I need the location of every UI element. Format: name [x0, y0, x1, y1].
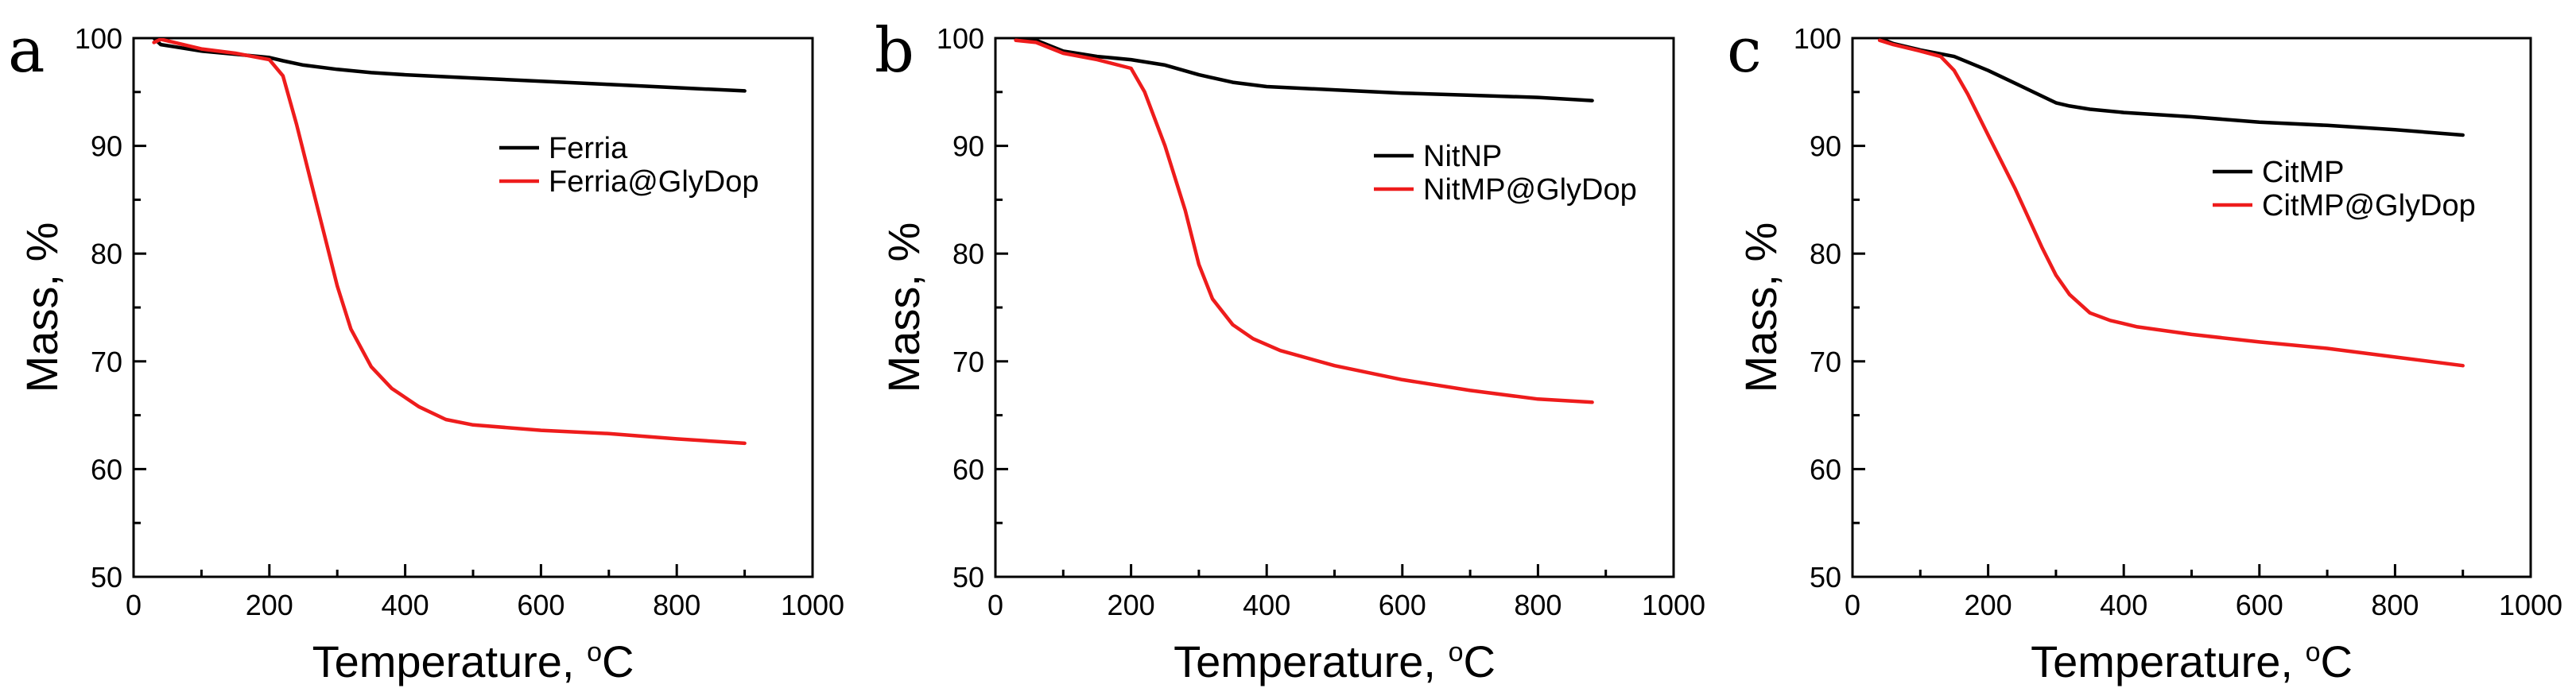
- chart-panel-b: b 0 200 400 600 800 1000 50 60 70 80 90 100 Temperatu…: [875, 15, 1705, 686]
- y-tick-label: 50: [1810, 561, 1841, 594]
- x-tick-label: 600: [517, 589, 564, 621]
- x-tick-label: 1000: [2499, 589, 2562, 621]
- series-line-citmp: [1877, 38, 2465, 137]
- x-tick-label: 0: [1845, 589, 1860, 621]
- legend-label: Ferria@GlyDop: [549, 165, 759, 199]
- legend-label: CitMP: [2262, 156, 2344, 189]
- x-tick-label: 800: [2371, 589, 2419, 621]
- y-tick-label: 80: [91, 238, 122, 270]
- y-tick-label: 90: [952, 130, 984, 163]
- y-tick-label: 90: [91, 130, 122, 163]
- series-line-ferria: [152, 38, 747, 93]
- x-tick-label: 0: [126, 589, 142, 621]
- x-tick-label: 200: [1965, 589, 2012, 621]
- x-tick-label: 800: [1514, 589, 1562, 621]
- y-tick-label: 50: [91, 561, 122, 594]
- x-tick-label: 1000: [781, 589, 844, 621]
- plot-frame: [994, 37, 1675, 578]
- x-tick-label: 600: [2236, 589, 2283, 621]
- x-axis-title: Temperature, oC: [1174, 636, 1496, 686]
- y-tick-label: 100: [75, 22, 122, 55]
- x-tick-label: 400: [2100, 589, 2147, 621]
- y-tick-label: 80: [952, 238, 984, 270]
- y-tick-label: 100: [1794, 22, 1841, 55]
- plot-frame: [1851, 37, 2532, 578]
- y-tick-label: 60: [91, 453, 122, 485]
- series-line-nitnp: [1014, 38, 1594, 102]
- panel-letter: a: [8, 15, 45, 87]
- legend-label: NitNP: [1423, 140, 1502, 173]
- y-axis-title: Mass, %: [879, 222, 929, 393]
- x-tick-label: 400: [382, 589, 429, 621]
- y-tick-label: 60: [952, 453, 984, 485]
- x-tick-label: 200: [246, 589, 293, 621]
- x-axis-title: Temperature, oC: [2031, 636, 2353, 686]
- x-tick-label: 800: [653, 589, 700, 621]
- panel-letter: b: [875, 15, 914, 87]
- x-tick-label: 1000: [1642, 589, 1705, 621]
- series-line-citmp-glydop: [1877, 38, 2465, 368]
- y-tick-label: 70: [91, 346, 122, 378]
- x-tick-label: 0: [987, 589, 1003, 621]
- y-tick-label: 70: [952, 346, 984, 378]
- y-tick-label: 60: [1810, 453, 1841, 485]
- x-tick-label: 200: [1108, 589, 1155, 621]
- series-line-nitmp-glydop: [1014, 38, 1594, 404]
- y-axis-title: Mass, %: [17, 222, 67, 393]
- x-tick-label: 600: [1379, 589, 1426, 621]
- chart-panel-c: c 0 200 400 600 800 1000 50 60 70 80 90 100 Temperatu…: [1727, 15, 2562, 686]
- legend-label: NitMP@GlyDop: [1423, 173, 1637, 207]
- y-tick-label: 100: [937, 22, 984, 55]
- x-axis-title: Temperature, oC: [312, 636, 634, 686]
- legend-label: Ferria: [549, 132, 628, 165]
- y-axis-title: Mass, %: [1736, 222, 1786, 393]
- chart-panel-a: a 0 200 400 600 800 1000 50 60 70 80 90 100 Temperatu…: [8, 15, 844, 686]
- x-tick-label: 400: [1243, 589, 1290, 621]
- plot-frame: [132, 37, 814, 578]
- y-tick-label: 50: [952, 561, 984, 594]
- y-tick-label: 80: [1810, 238, 1841, 270]
- y-tick-label: 70: [1810, 346, 1841, 378]
- series-line-ferria-glydop: [152, 38, 747, 446]
- y-tick-label: 90: [1810, 130, 1841, 163]
- panel-letter: c: [1727, 15, 1762, 87]
- legend-label: CitMP@GlyDop: [2262, 189, 2476, 222]
